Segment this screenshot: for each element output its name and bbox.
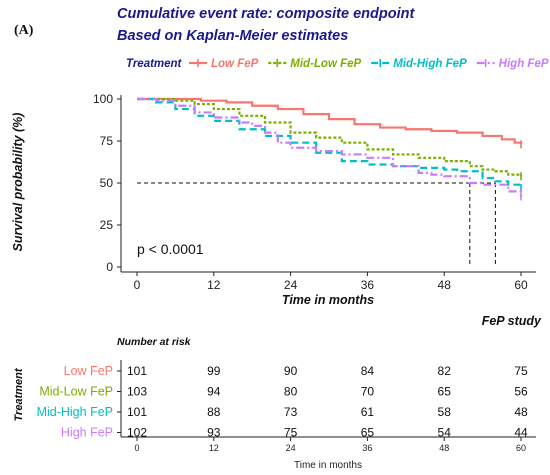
risk-table-title: Number at risk bbox=[117, 336, 192, 348]
legend-label-high-fep: High FeP bbox=[499, 58, 549, 70]
risk-x-tick-label: 48 bbox=[439, 443, 449, 453]
x-tick-label: 60 bbox=[514, 278, 528, 292]
y-tick-label: 100 bbox=[93, 92, 113, 106]
risk-cell: 80 bbox=[284, 385, 298, 399]
risk-cell: 65 bbox=[361, 426, 375, 440]
panel-label: (A) bbox=[14, 23, 34, 38]
x-tick-label: 48 bbox=[438, 278, 452, 292]
risk-x-tick-label: 12 bbox=[209, 443, 219, 453]
risk-cell: 93 bbox=[207, 426, 221, 440]
x-tick-label: 0 bbox=[134, 278, 141, 292]
x-tick-label: 12 bbox=[207, 278, 221, 292]
risk-cell: 94 bbox=[207, 385, 221, 399]
series-line-mid-low-fep bbox=[137, 97, 523, 177]
risk-cell: 90 bbox=[284, 364, 298, 378]
x-tick-label: 24 bbox=[284, 278, 298, 292]
risk-row-label-mid-high-fep: Mid-High FeP bbox=[37, 405, 113, 419]
p-value-annotation: p < 0.0001 bbox=[137, 241, 204, 257]
risk-x-tick-label: 36 bbox=[362, 443, 372, 453]
risk-x-tick-label: 60 bbox=[516, 443, 526, 453]
risk-cell: 44 bbox=[514, 426, 528, 440]
risk-cell: 84 bbox=[361, 364, 375, 378]
risk-cell: 103 bbox=[127, 385, 147, 399]
x-tick-label: 36 bbox=[361, 278, 375, 292]
y-axis-title: Survival probability (%) bbox=[11, 113, 25, 252]
risk-cell: 102 bbox=[127, 426, 147, 440]
legend-title: Treatment bbox=[126, 58, 183, 70]
risk-row-label-mid-low-fep: Mid-Low FeP bbox=[39, 385, 113, 399]
risk-cell: 54 bbox=[438, 426, 452, 440]
legend-label-low-fep: Low FeP bbox=[211, 58, 259, 70]
risk-table-y-title: Treatment bbox=[13, 367, 25, 421]
study-label: FeP study bbox=[482, 314, 542, 328]
risk-cell: 70 bbox=[361, 385, 375, 399]
risk-x-tick-label: 0 bbox=[134, 443, 139, 453]
risk-cell: 48 bbox=[514, 405, 528, 419]
risk-cell: 75 bbox=[514, 364, 528, 378]
risk-table-x-title: Time in months bbox=[294, 460, 362, 471]
risk-cell: 99 bbox=[207, 364, 221, 378]
risk-row-label-low-fep: Low FeP bbox=[64, 364, 113, 378]
y-tick-label: 50 bbox=[100, 176, 114, 190]
risk-cell: 73 bbox=[284, 405, 298, 419]
series-line-low-fep bbox=[137, 97, 523, 145]
legend: Treatment Low FeP Mid-Low FeP Mid-High FeP… bbox=[126, 58, 549, 70]
chart-subtitle: Based on Kaplan-Meier estimates bbox=[117, 28, 348, 44]
risk-x-tick-label: 24 bbox=[286, 443, 296, 453]
x-axis-title: Time in months bbox=[282, 293, 374, 307]
median-reference-lines bbox=[137, 182, 496, 267]
risk-cell: 82 bbox=[438, 364, 452, 378]
risk-cell: 61 bbox=[361, 405, 375, 419]
risk-table: Number at risk Treatment Low FeP 101 99 90 8… bbox=[13, 336, 536, 471]
legend-label-mid-high-fep: Mid-High FeP bbox=[393, 58, 467, 70]
risk-cell: 101 bbox=[127, 364, 147, 378]
risk-cell: 65 bbox=[438, 385, 452, 399]
plot-area: 0 25 50 75 100 0 12 24 36 48 60 p < 0.0001 bbox=[93, 92, 536, 292]
series-line-mid-high-fep bbox=[137, 97, 523, 189]
risk-row-label-high-fep: High FeP bbox=[61, 426, 113, 440]
risk-cell: 58 bbox=[438, 405, 452, 419]
risk-cell: 88 bbox=[207, 405, 221, 419]
series-line-high-fep bbox=[137, 97, 523, 197]
risk-cell: 75 bbox=[284, 426, 298, 440]
risk-cell: 56 bbox=[514, 385, 528, 399]
y-tick-label: 0 bbox=[106, 260, 113, 274]
y-tick-label: 75 bbox=[100, 134, 114, 148]
risk-cell: 101 bbox=[127, 405, 147, 419]
y-tick-label: 25 bbox=[100, 218, 114, 232]
legend-label-mid-low-fep: Mid-Low FeP bbox=[290, 58, 361, 70]
chart-title: Cumulative event rate: composite endpoin… bbox=[117, 6, 415, 22]
